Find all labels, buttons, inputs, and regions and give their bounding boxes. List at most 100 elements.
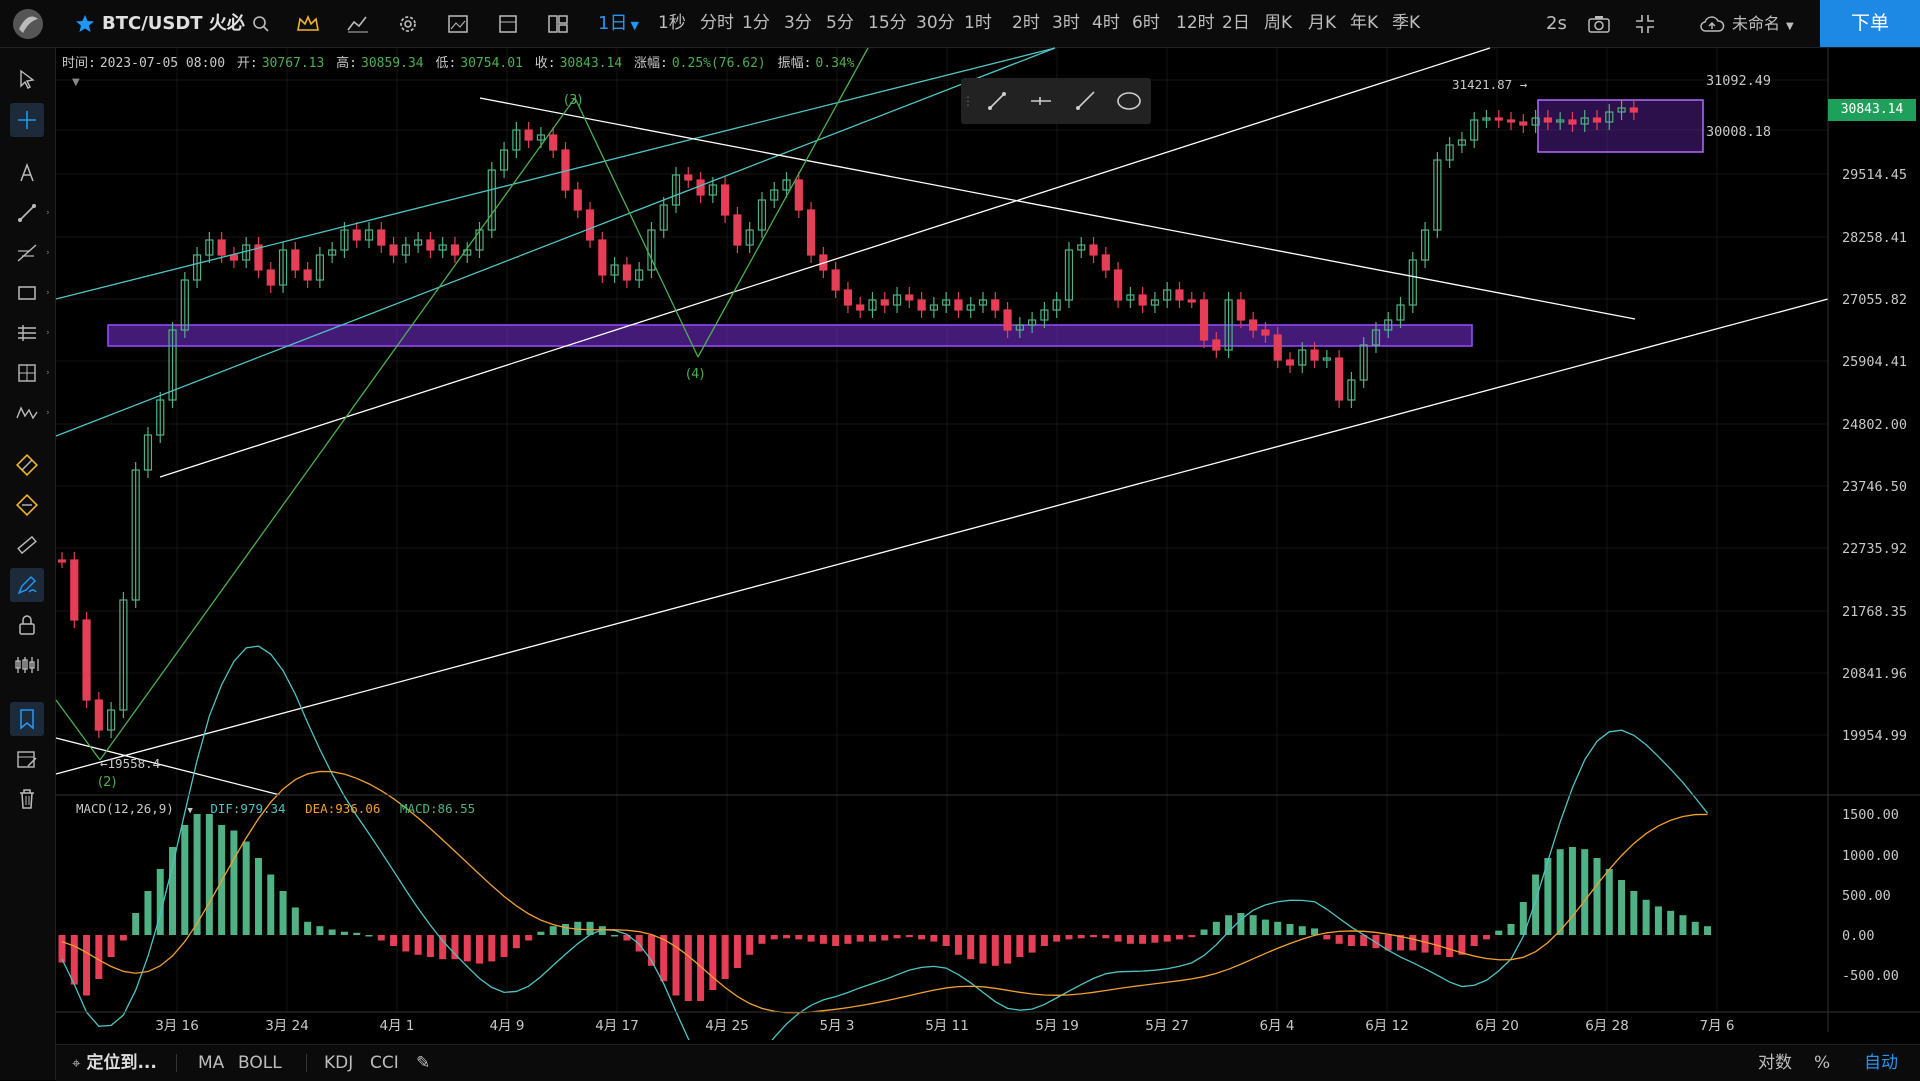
fib-tool-icon[interactable]: [10, 236, 44, 270]
layout-icon[interactable]: [544, 0, 572, 47]
place-order-button[interactable]: 下单: [1820, 0, 1920, 47]
bookmark-icon[interactable]: [10, 702, 44, 736]
macd-dea-line: [61, 770, 1708, 1014]
collapse-legend-icon[interactable]: ▼: [72, 77, 80, 88]
fullscreen-icon[interactable]: [1630, 0, 1660, 47]
locate-button[interactable]: ⌖ 定位到...: [72, 1053, 157, 1073]
interval-2[interactable]: 1分: [742, 13, 770, 33]
open-label: 开:: [236, 56, 258, 71]
indicator-ma[interactable]: MA: [198, 1053, 225, 1073]
candle-body: [1580, 117, 1589, 125]
pattern-tool-icon[interactable]: [10, 448, 44, 482]
price-tick-label: 28258.41: [1842, 230, 1907, 246]
indicator-kdj[interactable]: KDJ: [324, 1053, 354, 1073]
camera-icon[interactable]: [1584, 0, 1614, 47]
candles-icon[interactable]: [10, 648, 44, 682]
segment-tool-icon[interactable]: [975, 78, 1019, 124]
favorite-star-icon[interactable]: [74, 0, 96, 47]
candle-body: [966, 304, 975, 311]
macd-histogram-bar: [942, 935, 950, 946]
macd-histogram-bar: [1139, 935, 1147, 944]
parallel-channel-icon[interactable]: [10, 316, 44, 350]
macd-histogram-bar: [340, 931, 348, 935]
interval-7[interactable]: 1时: [964, 13, 992, 33]
interval-3[interactable]: 3分: [784, 13, 812, 33]
pattern-tool-2-icon[interactable]: [10, 488, 44, 522]
app-logo-icon[interactable]: [8, 0, 48, 47]
macd-histogram-bar: [1016, 935, 1024, 957]
interval-10[interactable]: 4时: [1092, 13, 1120, 33]
calendar-edit-icon[interactable]: [10, 742, 44, 776]
cloud-upload-icon[interactable]: [1698, 0, 1726, 47]
refresh-interval[interactable]: 2s: [1546, 13, 1567, 34]
log-scale-toggle[interactable]: 对数: [1758, 1053, 1792, 1073]
interval-15[interactable]: 月K: [1308, 13, 1337, 33]
candle-body: [1015, 324, 1024, 331]
pen-draw-icon[interactable]: [10, 568, 44, 602]
grid-tool-icon[interactable]: [10, 356, 44, 390]
interval-12[interactable]: 12时: [1176, 13, 1215, 33]
macd-histogram-bar: [500, 935, 508, 957]
trend-line-icon[interactable]: [10, 196, 44, 230]
interval-0[interactable]: 1秒: [658, 13, 686, 33]
symbol-name[interactable]: BTC/USDT 火必: [102, 13, 245, 34]
percent-scale-toggle[interactable]: %: [1814, 1053, 1831, 1073]
trash-icon[interactable]: [10, 782, 44, 816]
expand-arrow-icon[interactable]: ›: [46, 288, 50, 298]
auto-scale-toggle[interactable]: 自动: [1864, 1053, 1898, 1073]
expand-arrow-icon[interactable]: ›: [46, 408, 50, 418]
expand-arrow-icon[interactable]: ›: [46, 368, 50, 378]
interval-5[interactable]: 15分: [868, 13, 907, 33]
crosshair-icon[interactable]: [10, 103, 44, 137]
interval-selector[interactable]: 1日 ▼: [598, 13, 639, 34]
expand-arrow-icon[interactable]: ›: [46, 328, 50, 338]
candlestick-series: [57, 100, 1638, 738]
interval-11[interactable]: 6时: [1132, 13, 1160, 33]
macd-name[interactable]: MACD(12,26,9): [76, 801, 174, 816]
ray-tool-icon[interactable]: [1063, 78, 1107, 124]
wave-pattern-icon[interactable]: [10, 396, 44, 430]
candle-body: [1138, 294, 1147, 306]
layout-name[interactable]: 未命名 ▼: [1732, 14, 1794, 33]
interval-13[interactable]: 2日: [1222, 13, 1250, 33]
interval-16[interactable]: 年K: [1350, 13, 1379, 33]
expand-arrow-icon[interactable]: ›: [46, 248, 50, 258]
interval-8[interactable]: 2时: [1012, 13, 1040, 33]
template-icon[interactable]: [494, 0, 522, 47]
drag-handle-icon[interactable]: ⋮: [962, 94, 974, 108]
interval-17[interactable]: 季K: [1392, 13, 1421, 33]
interval-4[interactable]: 5分: [826, 13, 854, 33]
interval-1[interactable]: 分时: [700, 13, 734, 33]
horizontal-ray-icon[interactable]: [1019, 78, 1063, 124]
interval-9[interactable]: 3时: [1052, 13, 1080, 33]
macd-histogram-bar: [1249, 915, 1257, 935]
settings-gear-icon[interactable]: [394, 0, 422, 47]
interval-14[interactable]: 周K: [1264, 13, 1293, 33]
price-chart[interactable]: (3) (4) (2) ←19558.4 31421.87 → 31092.49 3000…: [0, 0, 1920, 1040]
candle-body: [414, 239, 423, 246]
candle-body: [598, 239, 607, 276]
image-icon[interactable]: [444, 0, 472, 47]
ruler-icon[interactable]: [10, 528, 44, 562]
edit-indicators-icon[interactable]: ✎: [416, 1053, 431, 1073]
macd-histogram-bar: [918, 935, 926, 940]
price-tick-label: 21768.35: [1842, 604, 1907, 620]
indicator-cci[interactable]: CCI: [370, 1053, 399, 1073]
text-tool-icon[interactable]: [10, 156, 44, 190]
macd-histogram-bar: [1679, 915, 1687, 935]
cursor-arrow-icon[interactable]: [10, 62, 44, 96]
wave-label-4: (4): [686, 367, 704, 382]
crown-icon[interactable]: [294, 0, 322, 47]
expand-arrow-icon[interactable]: ›: [46, 208, 50, 218]
interval-6[interactable]: 30分: [916, 13, 955, 33]
ellipse-tool-icon[interactable]: [1107, 78, 1151, 124]
macd-histogram-bar: [1495, 930, 1503, 935]
indicator-boll[interactable]: BOLL: [238, 1053, 282, 1073]
rectangle-tool-icon[interactable]: [10, 276, 44, 310]
chevron-down-icon[interactable]: ▼: [187, 806, 193, 816]
indicator-chart-icon[interactable]: [344, 0, 372, 47]
drawn-trendlines: (3) (4) (2) ←19558.4 31421.87 →: [55, 47, 1829, 796]
search-icon[interactable]: [250, 0, 272, 47]
macd-histogram-bar: [1519, 902, 1527, 935]
lock-icon[interactable]: [10, 608, 44, 642]
